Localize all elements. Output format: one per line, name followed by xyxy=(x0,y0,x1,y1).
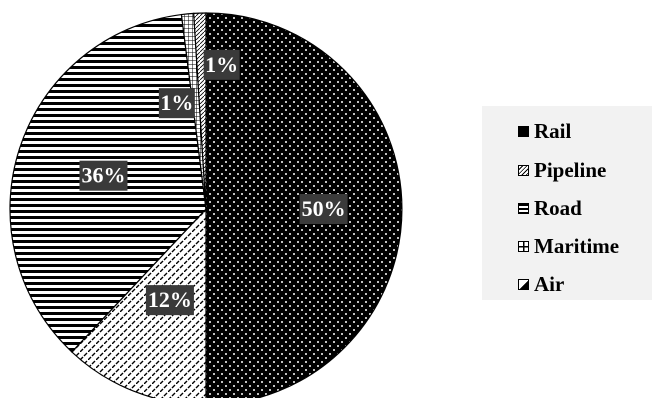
data-label-bg-rail xyxy=(299,194,348,224)
data-label-road: 36% xyxy=(79,160,128,191)
legend-label-maritime: Maritime xyxy=(534,233,620,258)
pie-slice-air xyxy=(193,12,207,210)
data-label-text-maritime: 1% xyxy=(160,90,193,115)
legend-label-rail: Rail xyxy=(534,118,572,143)
pie-data-labels: 50% 12% 36% 1% 1% xyxy=(79,49,348,316)
legend-item-air: Air xyxy=(518,269,564,299)
data-label-bg-air xyxy=(203,49,240,80)
pie-slice-pipeline xyxy=(70,207,207,398)
data-label-text-road: 36% xyxy=(81,163,125,188)
legend-item-pipeline: Pipeline xyxy=(518,155,606,185)
data-label-text-air: 1% xyxy=(205,52,238,77)
data-label-text-pipeline: 12% xyxy=(148,287,192,312)
data-label-bg-maritime xyxy=(158,88,195,119)
legend-swatch-rail xyxy=(518,125,529,137)
legend-swatch-maritime xyxy=(518,240,529,252)
legend-label-air: Air xyxy=(534,271,565,296)
legend-label-road: Road xyxy=(534,195,582,220)
legend-swatch-pipeline xyxy=(518,164,529,176)
legend-item-maritime: Maritime xyxy=(518,231,619,261)
data-label-bg-pipeline xyxy=(145,285,194,316)
legend-swatch-road xyxy=(518,202,529,214)
data-label-pipeline: 12% xyxy=(145,285,194,316)
data-label-maritime: 1% xyxy=(158,88,195,119)
legend-swatch-air xyxy=(518,278,529,290)
legend-item-rail: Rail xyxy=(518,116,571,146)
legend-label-pipeline: Pipeline xyxy=(534,157,607,182)
legend-item-road: Road xyxy=(518,193,582,223)
data-label-air: 1% xyxy=(203,49,240,80)
data-label-bg-road xyxy=(79,160,128,191)
data-label-rail: 50% xyxy=(299,194,348,224)
data-label-text-rail: 50% xyxy=(302,196,346,221)
legend: Rail Pipeline Road Maritime Air xyxy=(482,106,652,300)
